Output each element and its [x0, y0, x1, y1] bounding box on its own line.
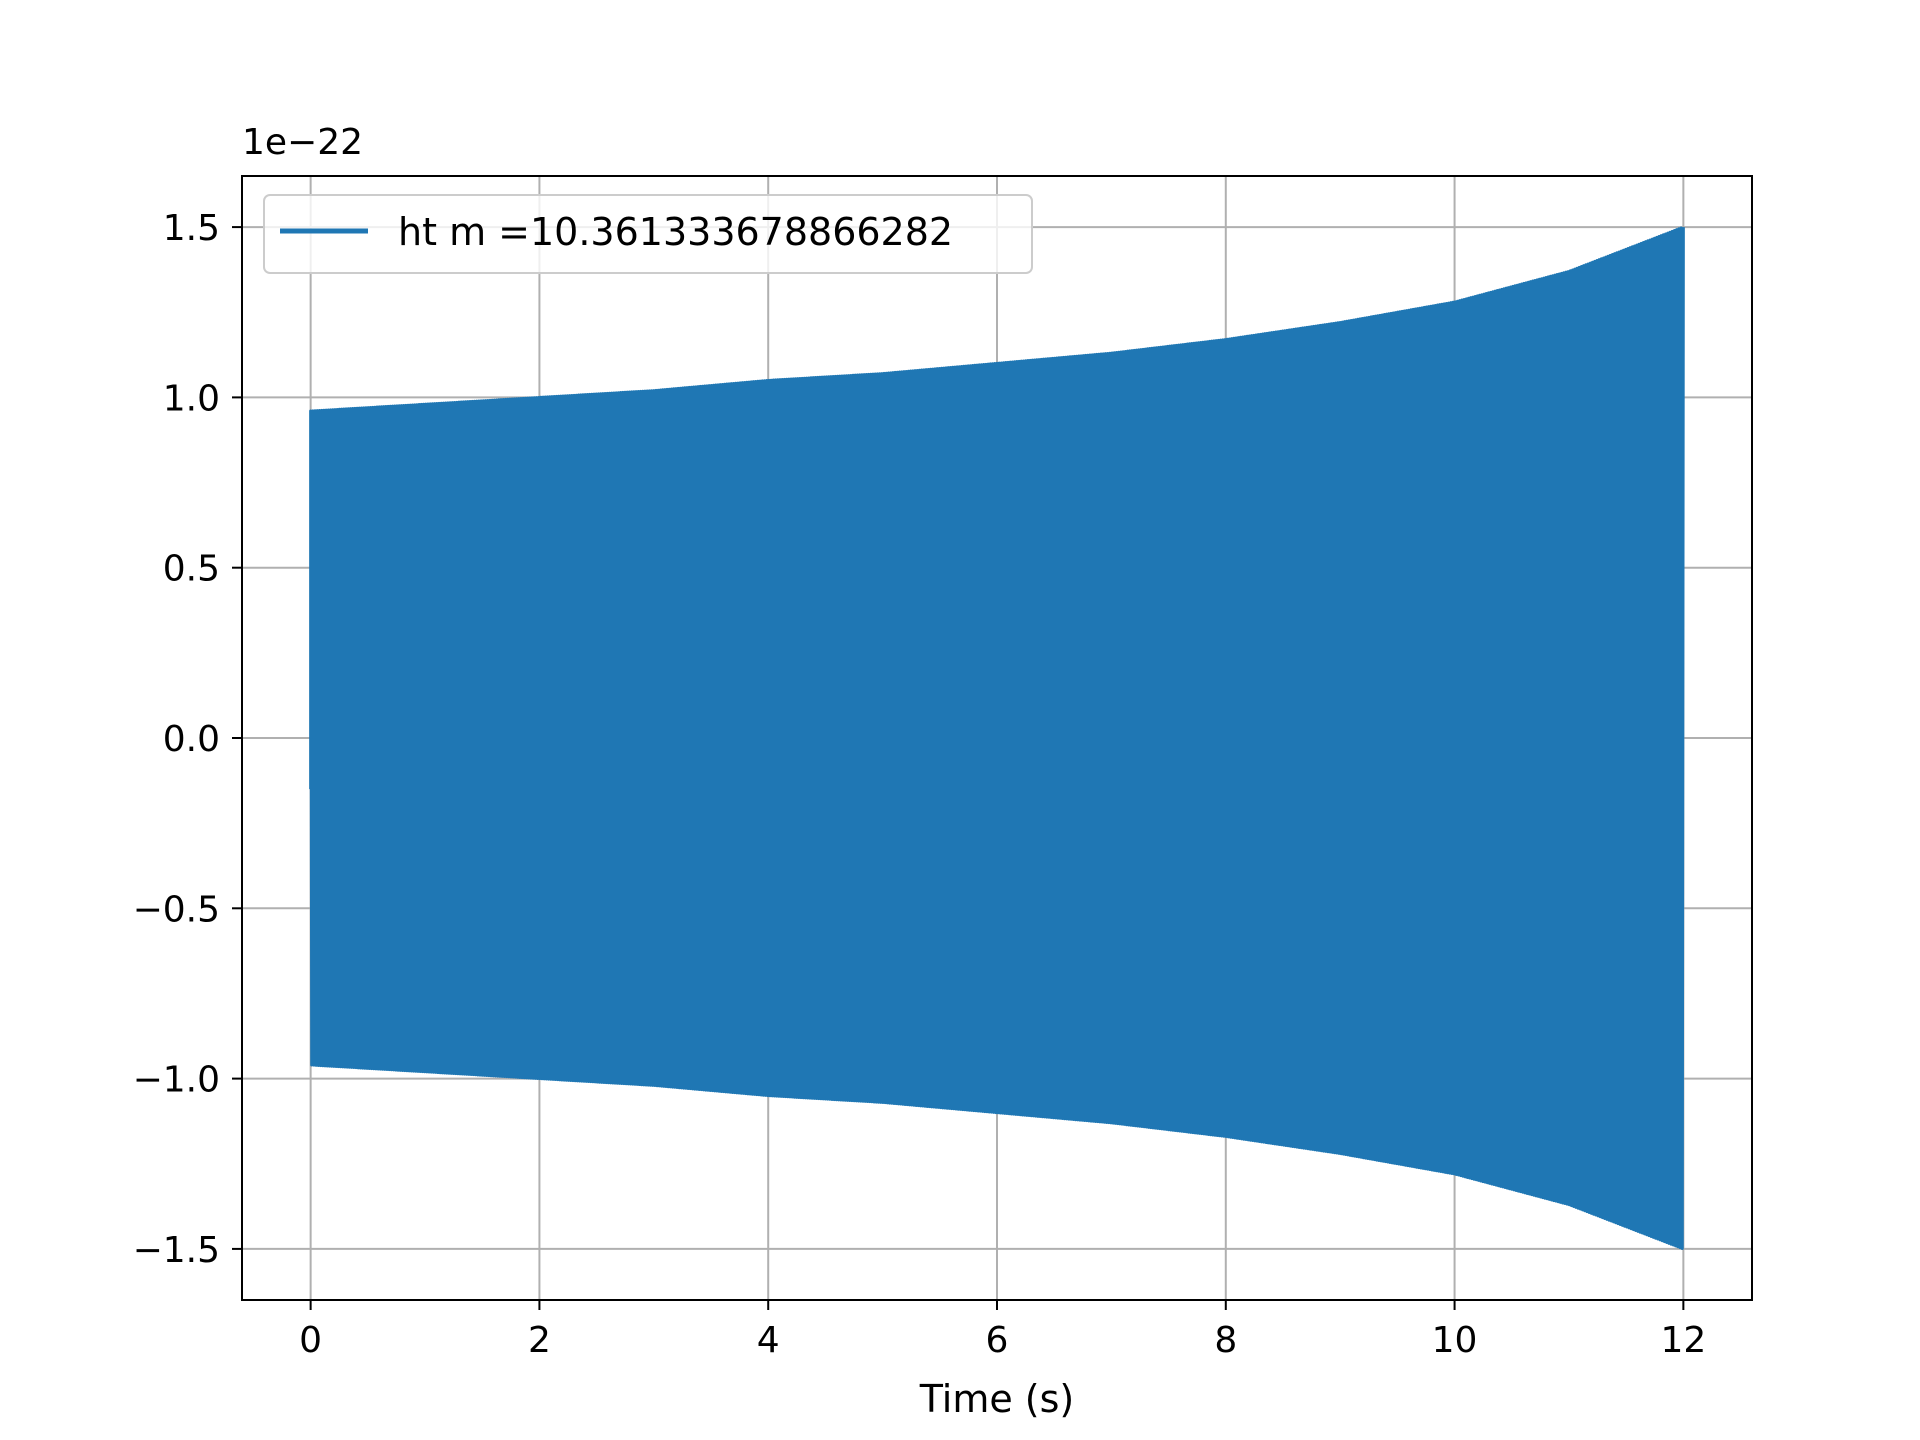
y-tick-label: −0.5 — [133, 889, 220, 930]
x-tick-label: 10 — [1432, 1320, 1478, 1361]
x-tick-label: 4 — [757, 1320, 780, 1361]
series-layer — [309, 226, 1685, 1250]
y-tick-label: 1.0 — [163, 378, 220, 419]
y-tick-label: −1.0 — [133, 1060, 220, 1101]
x-tick-label: 2 — [528, 1320, 551, 1361]
y-tick-label: 0.5 — [163, 549, 220, 590]
x-tick-label: 8 — [1214, 1320, 1237, 1361]
y-tick-label: 0.0 — [163, 719, 220, 760]
legend-label: ht m =10.361333678866282 — [398, 210, 953, 254]
waveform-line — [309, 226, 1685, 1250]
x-axis-label: Time (s) — [919, 1377, 1075, 1421]
legend-box — [263, 194, 1033, 274]
y-offset-label: 1e−22 — [242, 122, 363, 163]
x-tick-label: 6 — [986, 1320, 1009, 1361]
x-tick-label: 12 — [1660, 1320, 1706, 1361]
x-tick-label: 0 — [299, 1320, 322, 1361]
y-tick-label: −1.5 — [133, 1230, 220, 1271]
y-tick-label: 1.5 — [163, 208, 220, 249]
ticks-layer: 0 2 4 6 8 10 12 1.5 1.0 0.5 0.0 −0.5 −1.0 −1.5 — [133, 208, 1707, 1361]
legend: ht m =10.361333678866282 — [263, 194, 1033, 274]
